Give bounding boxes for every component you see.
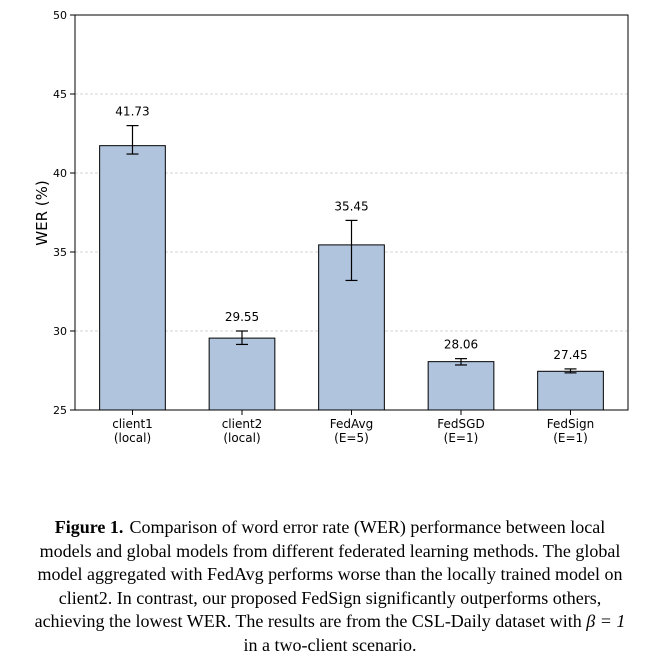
data-label: 28.06 [444, 338, 478, 352]
caption-label: Figure 1. [54, 517, 124, 537]
data-label: 29.55 [225, 310, 259, 324]
x-tick-label: (E=5) [334, 431, 369, 445]
y-tick-label: 40 [53, 167, 67, 180]
y-tick-label: 30 [53, 325, 67, 338]
x-tick-label: client2 [222, 417, 263, 431]
x-tick-label: (E=1) [553, 431, 588, 445]
axis-layer: 253035404550client1(local)client2(local)… [53, 9, 629, 445]
y-tick-label: 45 [53, 88, 67, 101]
y-tick-label: 25 [53, 404, 67, 417]
y-tick-label: 35 [53, 246, 67, 259]
bar [427, 361, 495, 411]
caption-text: Comparison of word error rate (WER) perf… [34, 517, 623, 631]
x-tick-label: FedSign [547, 417, 594, 431]
bar [208, 337, 276, 411]
bar-layer: 41.73 29.55 35.45 28.06 27.45 [99, 105, 604, 411]
caption-text-end: in a two-client scenario. [243, 634, 417, 655]
bar-chart: 41.73 29.55 35.45 28.06 27.45 25 30 35 40 45 50 cl… [33, 9, 629, 445]
x-tick-label: (local) [114, 431, 151, 445]
x-tick-label: client1 [112, 417, 153, 431]
data-label: 27.45 [553, 348, 587, 362]
y-tick-label: 50 [53, 9, 67, 22]
x-tick-label: FedAvg [330, 417, 373, 431]
plot-frame [74, 14, 629, 411]
y-axis-label: WER (%) [33, 180, 51, 245]
x-tick-label: (local) [223, 431, 260, 445]
caption-math: β = 1 [586, 611, 626, 631]
bar [537, 370, 604, 411]
figure-caption: Figure 1. Comparison of word error rate (… [30, 516, 630, 657]
bar [99, 145, 166, 411]
x-tick-label: (E=1) [444, 431, 479, 445]
data-label: 35.45 [334, 199, 368, 213]
data-label: 41.73 [115, 105, 149, 119]
x-tick-label: FedSGD [437, 417, 484, 431]
